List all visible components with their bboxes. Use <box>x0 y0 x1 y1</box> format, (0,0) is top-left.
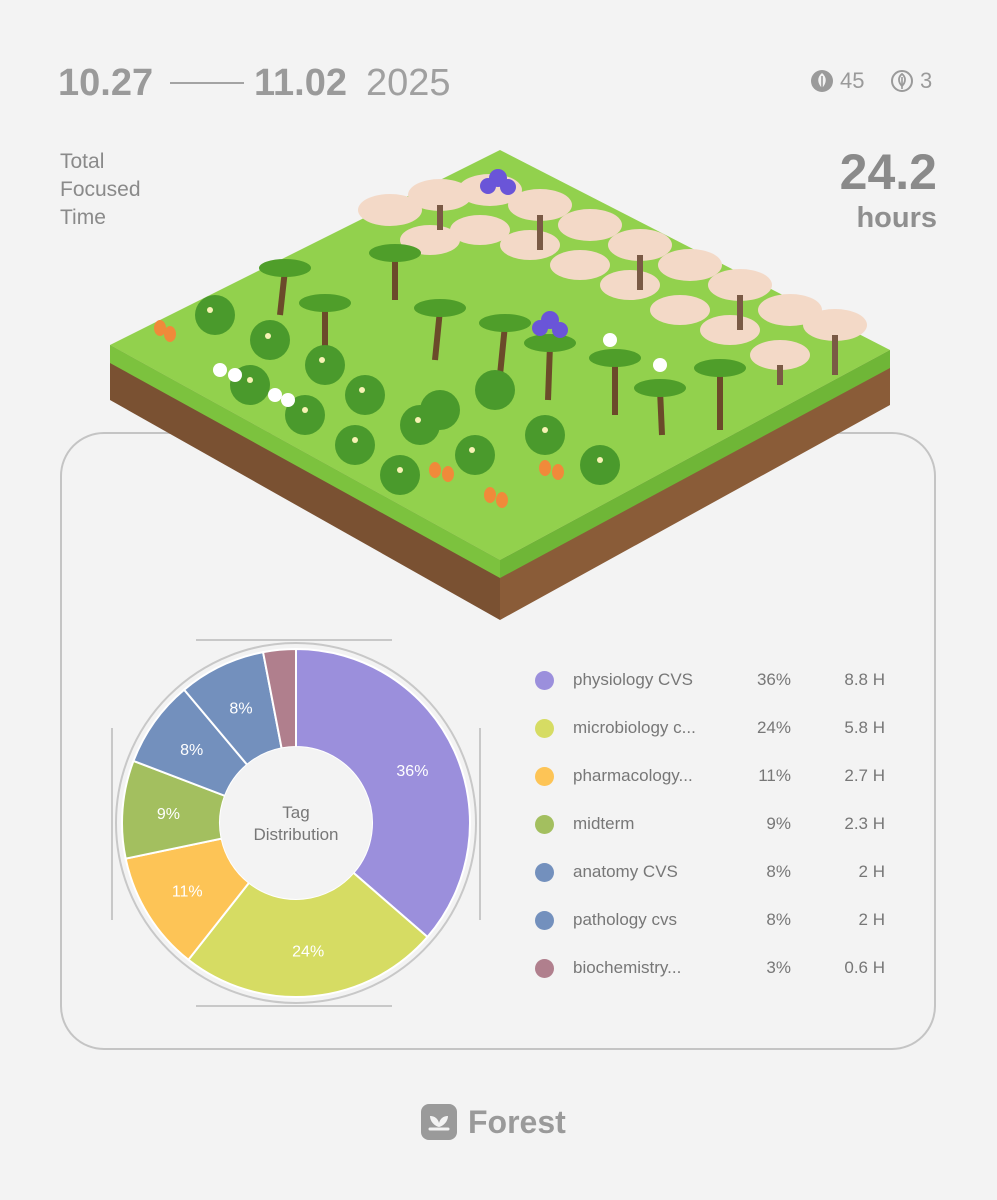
forest-brand-name: Forest <box>468 1103 566 1140</box>
chart-title-line2: Distribution <box>253 825 338 844</box>
legend-row: biochemistry... 3% 0.6 H <box>535 956 895 982</box>
legend-tag-percent: 24% <box>756 718 791 737</box>
legend-tag-name: biochemistry... <box>573 958 682 977</box>
total-hours-unit: hours <box>856 202 937 234</box>
forest-illustration <box>110 150 890 620</box>
healthy-trees-count: 45 <box>840 68 865 93</box>
legend-row: physiology CVS 36% 8.8 H <box>535 668 895 694</box>
legend-tag-name: anatomy CVS <box>573 862 678 881</box>
total-focused-time-label: Total Focused Time <box>60 150 141 229</box>
legend-tag-hours: 2.7 H <box>844 766 885 785</box>
legend-row: pathology cvs 8% 2 H <box>535 908 895 934</box>
legend-tag-name: microbiology c... <box>573 718 696 737</box>
legend-tag-name: pathology cvs <box>573 910 677 929</box>
donut-slice-label-1: 36% <box>396 763 428 780</box>
legend-tag-hours: 8.8 H <box>844 670 885 689</box>
legend-row: microbiology c... 24% 5.8 H <box>535 716 895 742</box>
forest-trees-group <box>154 169 867 508</box>
donut-labels: 36% 24% 11% 9% 8% 8% <box>157 700 429 960</box>
forest-brand: Forest <box>420 1103 566 1141</box>
legend-row: pharmacology... 11% 2.7 H <box>535 764 895 790</box>
date-range-divider <box>170 82 244 84</box>
legend-tag-name: pharmacology... <box>573 766 693 785</box>
legend-color-dot <box>535 671 554 690</box>
leaf-icon <box>811 70 833 92</box>
legend-tag-hours: 2 H <box>858 862 885 881</box>
tag-distribution-chart: 36% 24% 11% 9% 8% 8% Tag Distribution <box>111 639 481 1007</box>
legend-tag-name: physiology CVS <box>573 670 694 689</box>
legend-color-dot <box>535 815 554 834</box>
legend-row: midterm 9% 2.3 H <box>535 812 895 838</box>
dead-trees-count: 3 <box>920 68 933 93</box>
donut-hole <box>220 747 372 899</box>
legend-tag-percent: 3% <box>766 958 791 977</box>
legend-tag-hours: 2 H <box>858 910 885 929</box>
legend-tag-percent: 9% <box>766 814 791 833</box>
donut-slice-label-6: 8% <box>229 700 252 717</box>
date-range-start: 10.27 <box>58 62 154 104</box>
legend-tag-percent: 8% <box>766 910 791 929</box>
legend-tag-percent: 11% <box>758 766 791 785</box>
withered-leaf-icon <box>891 70 913 92</box>
legend-tag-hours: 2.3 H <box>844 814 885 833</box>
legend-tag-percent: 8% <box>766 862 791 881</box>
dead-trees-counter: 3 <box>890 68 932 94</box>
donut-slice-label-2: 24% <box>292 943 324 960</box>
date-range-year: 2025 <box>366 62 451 104</box>
legend-color-dot <box>535 911 554 930</box>
legend-color-dot <box>535 863 554 882</box>
legend-tag-hours: 0.6 H <box>844 958 885 977</box>
legend-color-dot <box>535 719 554 738</box>
legend-tag-percent: 36% <box>756 670 791 689</box>
legend-color-dot <box>535 959 554 978</box>
legend-tag-name: midterm <box>573 814 635 833</box>
donut-slice-label-5: 8% <box>180 742 203 759</box>
donut-slice-label-4: 9% <box>157 806 180 823</box>
legend-color-dot <box>535 767 554 786</box>
total-hours-value: 24.2 <box>839 144 937 200</box>
date-range-end: 11.02 <box>254 62 347 104</box>
forest-logo-icon <box>421 1104 457 1140</box>
chart-title-line1: Tag <box>282 803 309 822</box>
legend-tag-hours: 5.8 H <box>844 718 885 737</box>
donut-slice-label-3: 11% <box>172 883 203 900</box>
healthy-trees-counter: 45 <box>810 68 864 94</box>
legend-row: anatomy CVS 8% 2 H <box>535 860 895 886</box>
